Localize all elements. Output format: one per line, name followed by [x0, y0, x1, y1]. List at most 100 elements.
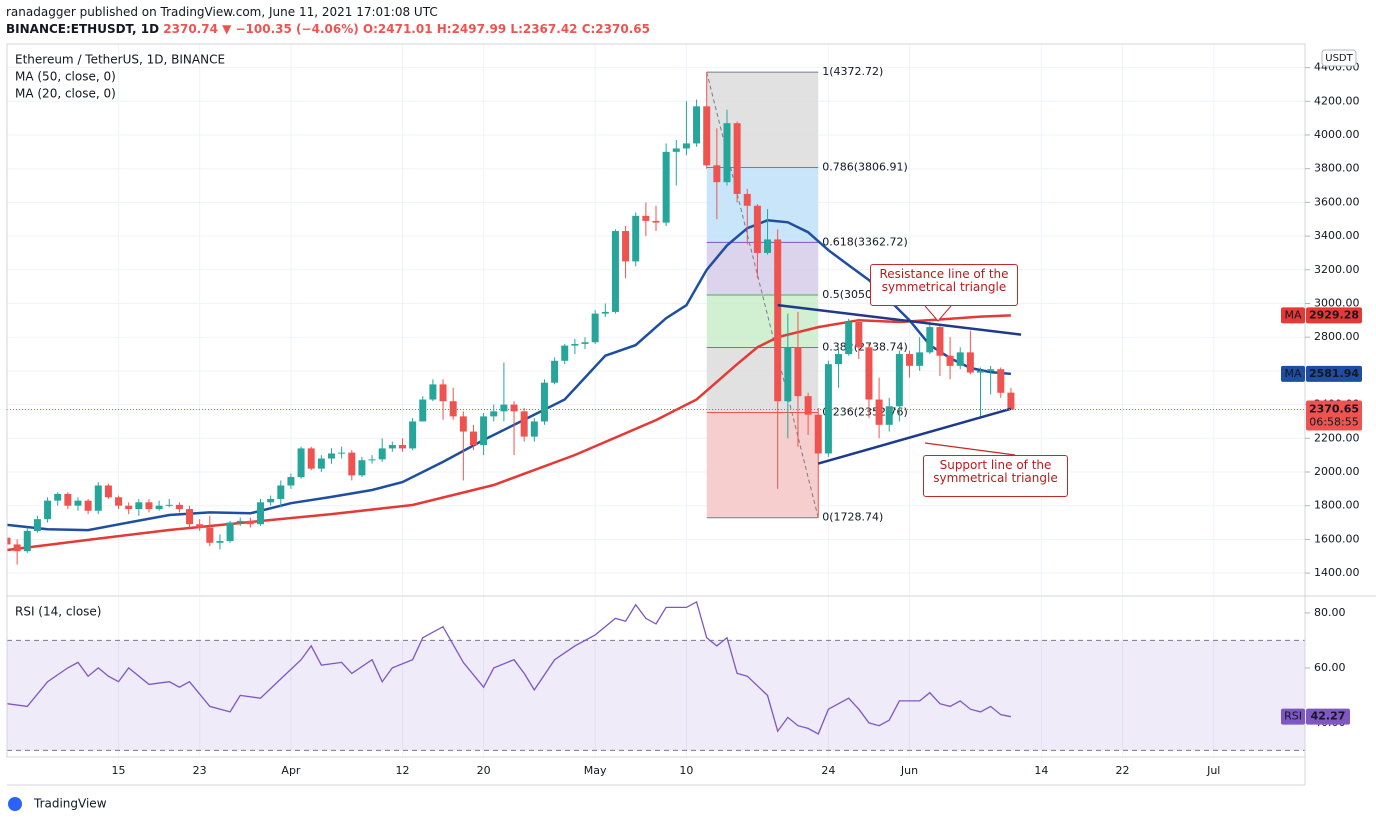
last-price: 2370.65: [1309, 403, 1359, 416]
pane-title: Ethereum / TetherUS, 1D, BINANCE: [15, 53, 225, 67]
candle-body: [277, 485, 285, 499]
ohlc: O:2471.01 H:2497.99 L:2367.42 C:2370.65: [362, 22, 650, 36]
fib-label: 0.382(2738.74): [822, 341, 908, 354]
candle-body: [44, 500, 52, 520]
candle-body: [845, 322, 853, 355]
candle-body: [33, 519, 41, 531]
candle-body: [794, 347, 802, 397]
fib-band: [706, 347, 819, 413]
candle-body: [348, 452, 356, 476]
ma-tag: MA: [1284, 308, 1301, 321]
price-pane: 1(4372.72) 0.786(3806.91) 0.618(3362.72) 0.…: [7, 65, 1305, 565]
candle-body: [1007, 392, 1015, 410]
rsi-value: 42.27: [1311, 710, 1346, 723]
fib-label: 1(4372.72): [822, 65, 883, 78]
unit-box: [1321, 49, 1357, 67]
y-tick-label: 80.00: [1314, 606, 1346, 619]
y-tick-label: 1800.00: [1314, 499, 1360, 512]
candle-body: [378, 448, 386, 460]
overlay: TradingView USDT: [8, 49, 1357, 811]
price-change: 2370.74 ▼ −100.35 (−4.06%): [163, 22, 359, 36]
candle-body: [895, 354, 903, 407]
x-tick-label: 24: [821, 764, 835, 777]
y-tick-label: 4000.00: [1314, 128, 1360, 141]
candle-body: [165, 504, 173, 506]
callout-line: [924, 442, 1016, 456]
published-line: ranadagger published on TradingView.com,…: [6, 5, 438, 19]
candle-body: [236, 520, 244, 523]
candle-body: [875, 399, 883, 425]
candle-body: [155, 505, 163, 510]
candle-body: [186, 509, 194, 525]
axes: 1400.001600.001800.002000.002200.002400.…: [6, 43, 1376, 786]
candle-body: [84, 500, 92, 511]
fib-band: [706, 72, 819, 168]
candle-body: [135, 502, 143, 510]
candle-body: [368, 459, 376, 461]
candle-body: [591, 313, 599, 343]
unit: USDT: [1325, 53, 1353, 64]
candle-body: [469, 431, 477, 446]
candle-body: [287, 477, 295, 486]
candle-body: [74, 500, 82, 506]
brand-logo: [8, 797, 22, 811]
candle-body: [987, 369, 995, 371]
candle-body: [439, 384, 447, 402]
callout-pointer: [924, 305, 952, 322]
candle-body: [682, 143, 690, 149]
candle-body: [530, 421, 538, 437]
ma-tag-box: [1281, 365, 1305, 382]
candle-body: [824, 364, 832, 454]
x-tick-label: Jul: [1206, 764, 1220, 777]
candle-body: [307, 448, 315, 469]
candle-body: [662, 151, 670, 223]
candle-body: [409, 421, 417, 449]
y-tick-label: 4200.00: [1314, 94, 1360, 107]
x-tick-label: 23: [193, 764, 207, 777]
ma-tag-box: [1281, 307, 1305, 324]
candle-body: [926, 327, 934, 353]
last-price-box: [1306, 400, 1362, 431]
candle-body: [966, 352, 974, 373]
candle-body: [632, 215, 640, 262]
candle-body: [115, 497, 123, 506]
candle-body: [216, 541, 224, 543]
fib-band: [706, 242, 819, 295]
candle-body: [723, 123, 731, 183]
candle-body: [429, 384, 437, 400]
candle-body: [246, 520, 254, 525]
candle-body: [104, 485, 112, 498]
candle-body: [338, 452, 346, 454]
x-tick-label: 15: [112, 764, 126, 777]
y-tick-label: 3200.00: [1314, 263, 1360, 276]
trendline: [777, 303, 1022, 336]
ma-tag: MA: [1284, 367, 1301, 380]
fib-label: 0.786(3806.91): [822, 161, 908, 174]
fib-band: [706, 412, 819, 518]
fib-label: 0(1728.74): [822, 511, 883, 524]
candle-body: [23, 530, 31, 552]
candle-body: [713, 165, 721, 183]
candle-body: [510, 404, 518, 412]
symbol: BINANCE:ETHUSDT, 1D: [6, 22, 160, 36]
x-tick-label: 12: [395, 764, 409, 777]
candle-body: [672, 148, 680, 152]
candle-body: [13, 544, 21, 552]
x-tick-label: Apr: [281, 764, 301, 777]
candle-body: [611, 231, 619, 312]
x-tick-label: 22: [1115, 764, 1129, 777]
candle-body: [835, 354, 843, 365]
candle-body: [419, 399, 427, 422]
annotation: Resistance line of the symmetrical trian…: [870, 264, 1018, 306]
y-tick-label: 3800.00: [1314, 162, 1360, 175]
x-tick-label: May: [584, 764, 607, 777]
candle-body: [226, 522, 234, 542]
candle-body: [601, 311, 609, 314]
candle-body: [622, 231, 630, 262]
candle-body: [388, 445, 396, 449]
candle-body: [145, 502, 153, 510]
pane-title: RSI (14, close): [15, 605, 101, 619]
legend-entry: MA (20, close, 0): [15, 87, 116, 101]
candle-body: [693, 106, 701, 144]
rsi-line: [7, 600, 1012, 735]
